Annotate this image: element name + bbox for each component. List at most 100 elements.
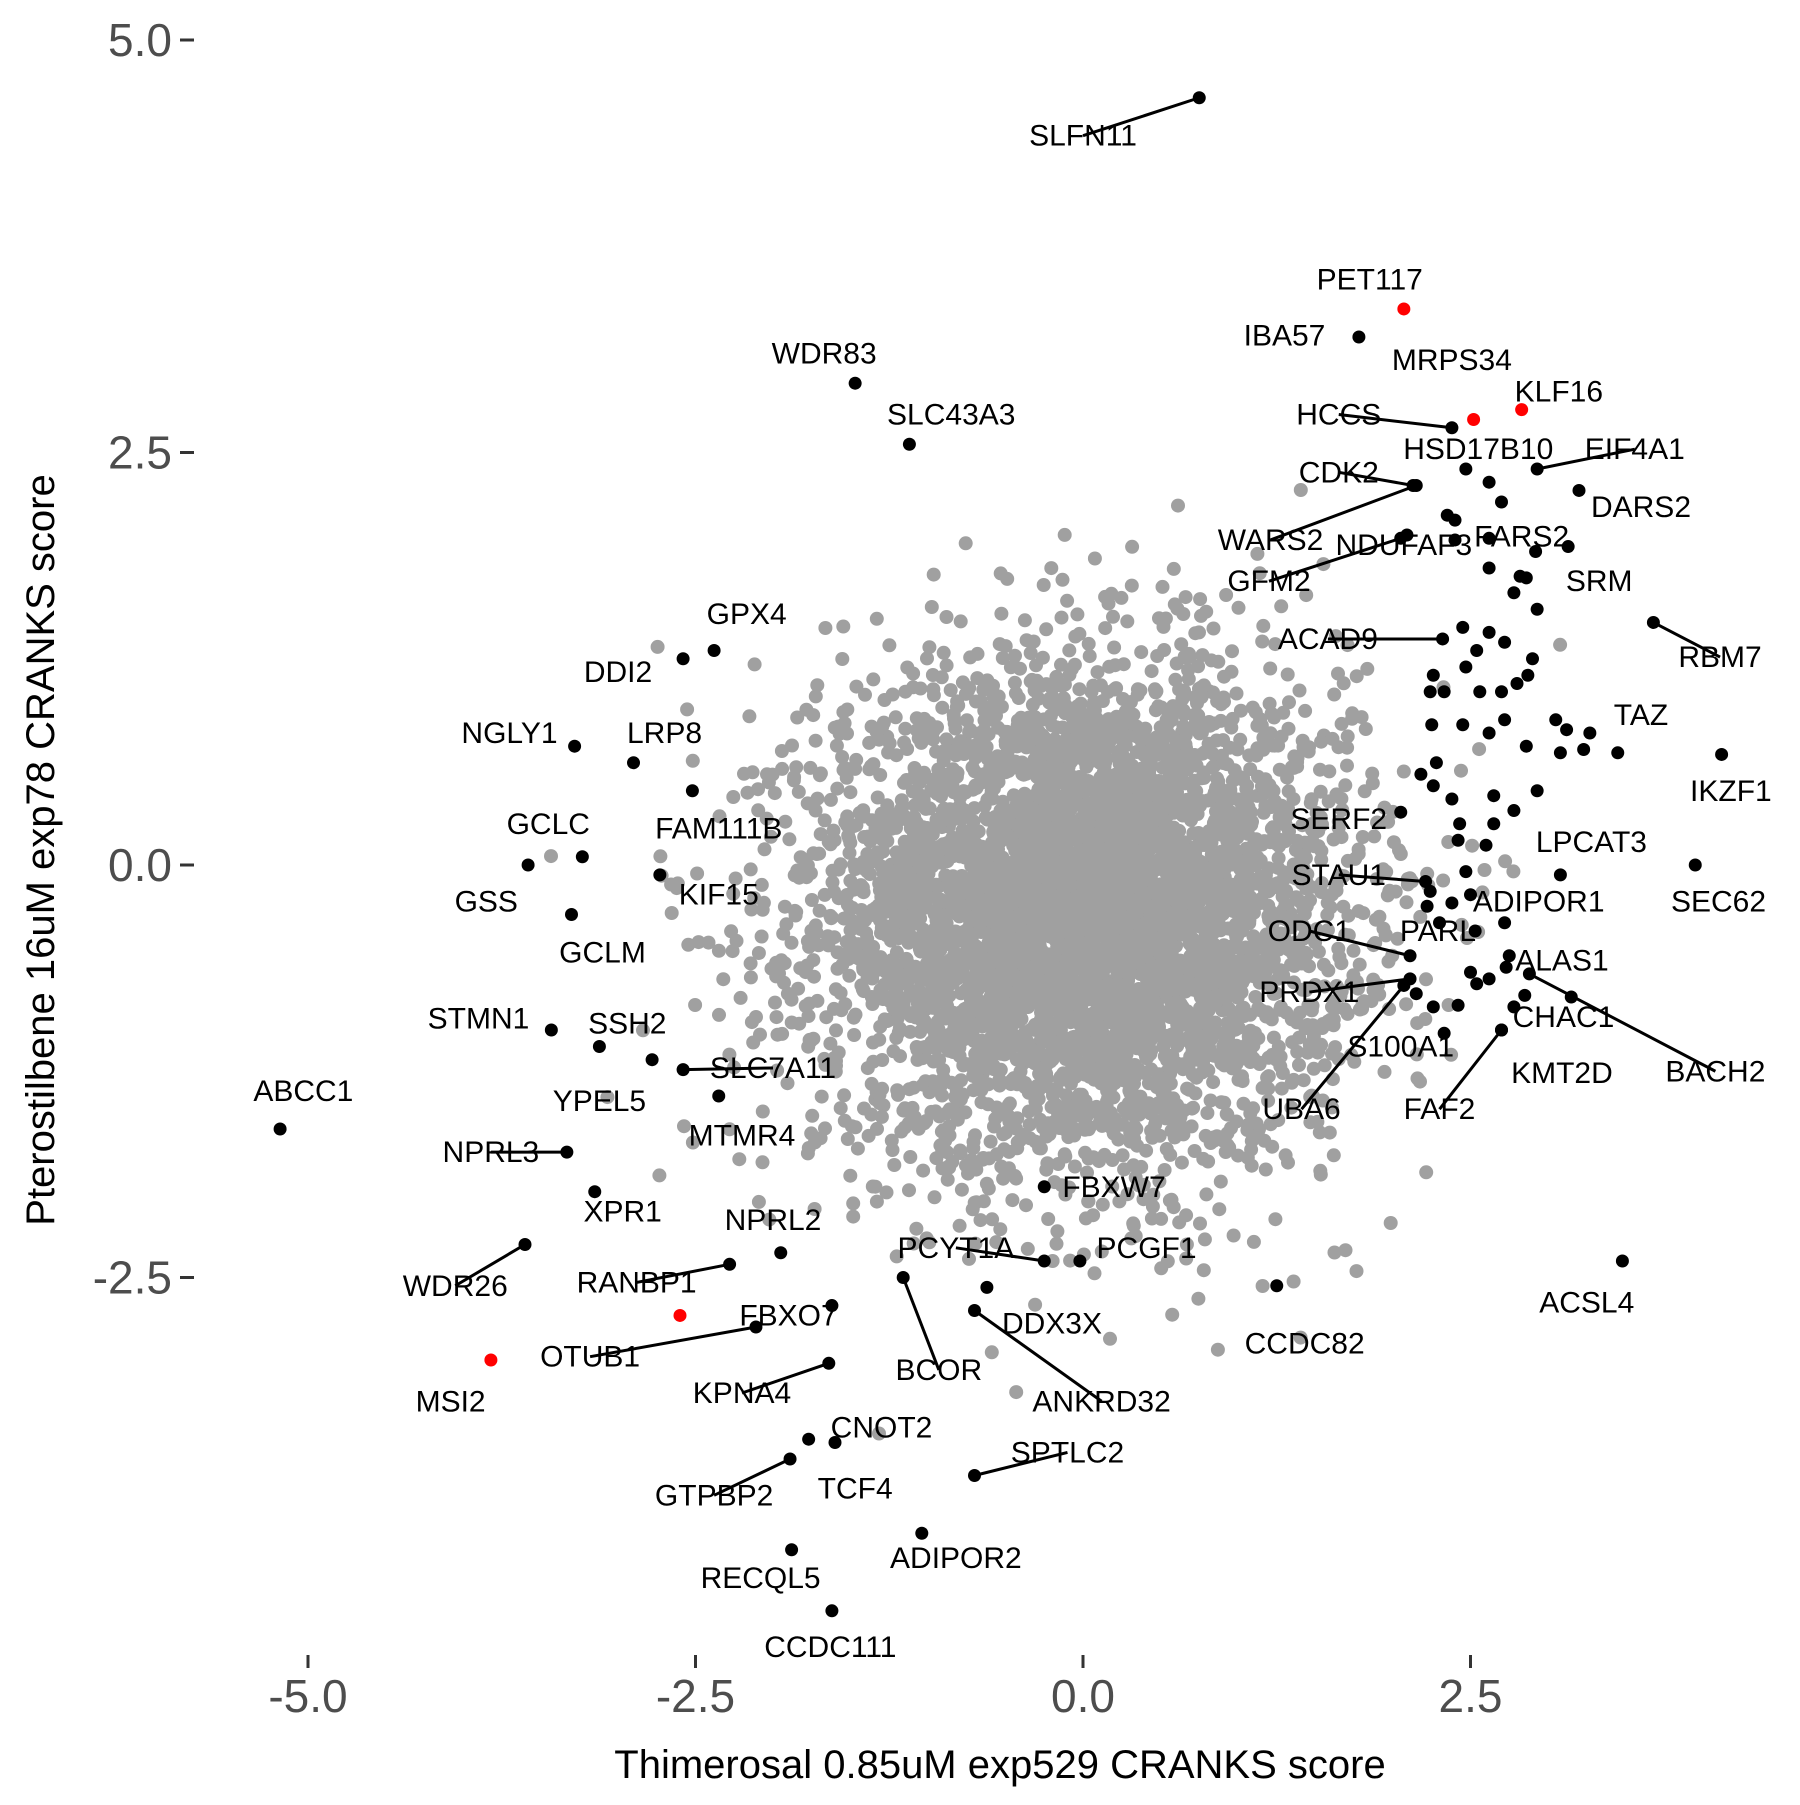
- bg-point: [806, 953, 821, 968]
- bg-point: [1242, 859, 1257, 874]
- bg-point: [1174, 1155, 1189, 1170]
- bg-point: [891, 1025, 906, 1040]
- bg-point: [1233, 872, 1248, 887]
- bg-point: [1332, 950, 1347, 964]
- bg-point: [1012, 1133, 1027, 1148]
- bg-point: [712, 1007, 726, 1022]
- bg-point: [1296, 931, 1311, 946]
- bg-point: [1063, 1076, 1078, 1091]
- bg-point: [680, 702, 695, 717]
- bg-point: [841, 828, 856, 843]
- bg-point: [1195, 794, 1210, 809]
- bg-point: [887, 993, 901, 1007]
- bg-point: [1035, 650, 1050, 665]
- bg-point: [1010, 795, 1024, 810]
- bg-point: [788, 908, 803, 923]
- bg-point: [1120, 1187, 1135, 1202]
- bg-point: [742, 709, 757, 724]
- bg-point: [994, 1033, 1009, 1047]
- bg-point: [745, 765, 760, 780]
- bg-point: [963, 650, 978, 665]
- bg-point: [677, 1119, 691, 1134]
- bg-point: [887, 1158, 902, 1172]
- bg-point: [1184, 813, 1198, 827]
- bg-point: [1255, 1279, 1270, 1293]
- bg-point: [726, 790, 741, 804]
- bg-point: [1092, 774, 1107, 789]
- bg-point: [1296, 1073, 1311, 1088]
- bg-point: [770, 1027, 785, 1042]
- bg-point: [1094, 826, 1108, 841]
- bg-point: [1331, 1052, 1346, 1066]
- bg-point: [979, 973, 994, 988]
- bg-point: [1023, 674, 1038, 689]
- bg-point: [812, 903, 827, 918]
- bg-point: [1008, 686, 1023, 701]
- bg-point: [664, 906, 679, 920]
- bg-point: [1177, 649, 1192, 664]
- bg-point: [843, 1168, 858, 1183]
- bg-point: [989, 1235, 1004, 1250]
- bg-point: [755, 1104, 770, 1119]
- bg-point: [790, 710, 805, 725]
- bg-point: [1042, 900, 1057, 915]
- bg-point: [1057, 677, 1072, 692]
- bg-point: [838, 997, 853, 1012]
- bg-point: [940, 1172, 955, 1187]
- bg-point: [1172, 896, 1187, 911]
- bg-point: [1078, 1211, 1093, 1226]
- bg-point: [1254, 718, 1269, 733]
- bg-point: [954, 837, 969, 852]
- bg-point: [853, 922, 868, 936]
- bg-point: [1130, 687, 1145, 702]
- bg-point: [945, 1103, 960, 1118]
- bg-point: [1255, 954, 1270, 969]
- bg-point: [1124, 891, 1139, 906]
- bg-point: [1334, 830, 1349, 845]
- bg-point: [1087, 1072, 1102, 1087]
- bg-point: [722, 1047, 737, 1062]
- bg-point: [1169, 968, 1183, 983]
- bg-point: [1465, 838, 1480, 853]
- bg-point: [960, 826, 975, 841]
- bg-point: [1178, 876, 1193, 891]
- bg-point: [1090, 1023, 1105, 1038]
- bg-point: [968, 1236, 983, 1251]
- bg-point: [1370, 815, 1385, 830]
- bg-point: [1049, 1236, 1064, 1251]
- bg-point: [906, 1080, 921, 1095]
- bg-point: [1081, 832, 1096, 847]
- bg-point: [784, 992, 799, 1007]
- bg-point: [924, 983, 939, 998]
- bg-point: [1338, 1243, 1353, 1258]
- bg-point: [924, 600, 939, 614]
- bg-point: [807, 1202, 822, 1216]
- bg-point: [1268, 1212, 1283, 1227]
- bg-point: [1196, 1263, 1211, 1278]
- bg-point: [911, 902, 926, 917]
- bg-point: [1210, 1342, 1225, 1357]
- bg-point: [1205, 939, 1220, 954]
- bg-point: [1223, 792, 1238, 807]
- bg-point: [1271, 1039, 1286, 1054]
- bg-point: [1087, 1266, 1102, 1281]
- bg-point: [837, 716, 852, 731]
- bg-point: [1082, 649, 1097, 664]
- bg-point: [1057, 871, 1072, 886]
- bg-point: [985, 1212, 1000, 1227]
- bg-point: [1419, 972, 1433, 987]
- bg-point: [1244, 1134, 1259, 1149]
- bg-point: [1454, 917, 1469, 932]
- bg-point: [1005, 835, 1020, 850]
- bg-point: [1355, 830, 1370, 844]
- bg-point: [1155, 778, 1170, 793]
- bg-point: [1358, 722, 1373, 736]
- bg-point: [1298, 703, 1313, 718]
- bg-point: [1302, 740, 1316, 755]
- bg-point: [1191, 826, 1206, 840]
- bg-point: [1168, 979, 1183, 994]
- bg-point: [1044, 561, 1059, 576]
- bg-point: [1028, 1297, 1043, 1312]
- bg-point: [1135, 744, 1150, 759]
- bg-point: [906, 1236, 921, 1251]
